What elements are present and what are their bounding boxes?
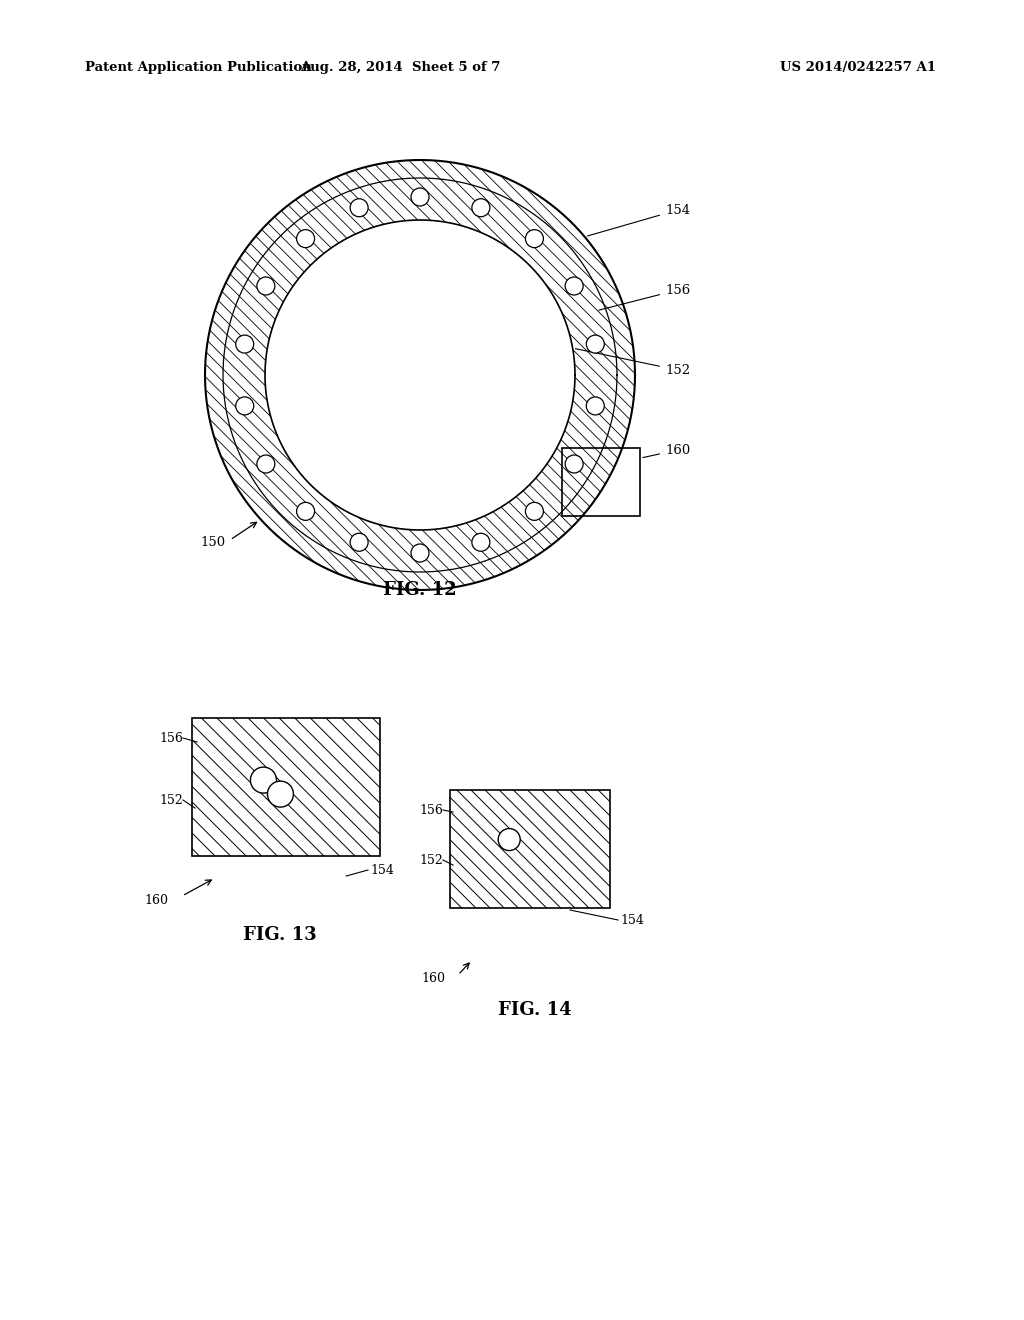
Circle shape [499, 829, 520, 850]
Text: 160: 160 [643, 444, 690, 458]
Circle shape [525, 230, 544, 248]
Text: Patent Application Publication: Patent Application Publication [85, 62, 311, 74]
Text: 156: 156 [159, 731, 183, 744]
Circle shape [472, 533, 489, 552]
Circle shape [265, 220, 575, 531]
Text: 152: 152 [575, 348, 690, 376]
Circle shape [411, 544, 429, 562]
Circle shape [587, 335, 604, 352]
Text: 156: 156 [419, 804, 443, 817]
Text: FIG. 12: FIG. 12 [383, 581, 457, 599]
Circle shape [257, 455, 274, 473]
Text: 154: 154 [620, 913, 644, 927]
Circle shape [297, 230, 314, 248]
Circle shape [350, 533, 368, 552]
Bar [450, 789, 610, 908]
Circle shape [565, 455, 583, 473]
Circle shape [565, 277, 583, 294]
Text: 150: 150 [200, 536, 225, 549]
Circle shape [257, 277, 274, 294]
Circle shape [267, 781, 294, 807]
Text: 154: 154 [588, 203, 690, 236]
Circle shape [472, 199, 489, 216]
Circle shape [297, 503, 314, 520]
Circle shape [587, 397, 604, 414]
Text: 156: 156 [599, 284, 690, 310]
Text: 152: 152 [419, 854, 443, 866]
Text: FIG. 14: FIG. 14 [499, 1001, 571, 1019]
Bar [193, 718, 380, 855]
Bar [193, 718, 380, 855]
Bar [450, 789, 610, 908]
Circle shape [236, 335, 254, 352]
Circle shape [350, 199, 368, 216]
Text: 154: 154 [370, 863, 394, 876]
Text: 152: 152 [160, 793, 183, 807]
Circle shape [236, 397, 254, 414]
Bar [562, 447, 640, 516]
Text: US 2014/0242257 A1: US 2014/0242257 A1 [780, 62, 936, 74]
Circle shape [525, 503, 544, 520]
Text: Aug. 28, 2014  Sheet 5 of 7: Aug. 28, 2014 Sheet 5 of 7 [300, 62, 500, 74]
Text: 160: 160 [144, 894, 168, 907]
Circle shape [251, 767, 276, 793]
Text: 160: 160 [421, 972, 445, 985]
Text: FIG. 13: FIG. 13 [243, 927, 316, 944]
Circle shape [411, 187, 429, 206]
